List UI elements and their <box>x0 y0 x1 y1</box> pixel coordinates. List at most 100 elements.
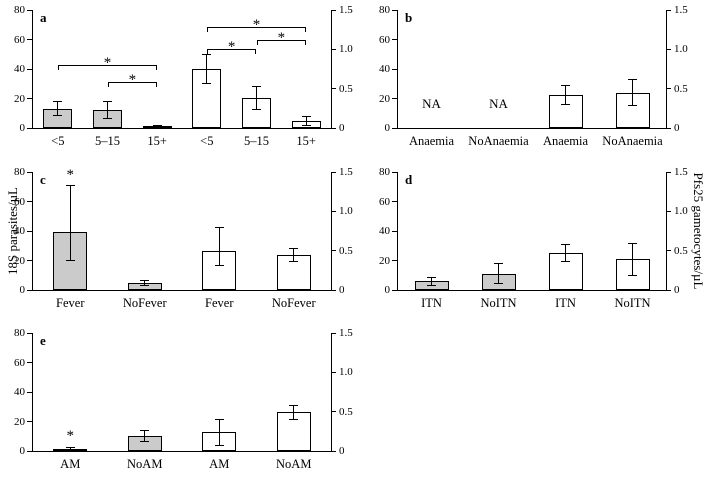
right-axis-tick-mark <box>331 88 336 90</box>
y-tick-label-left: 80 <box>14 166 25 178</box>
error-bar-cap <box>214 444 224 446</box>
panel-c: c 0 20 40 60 80 0 0.5 1.0 1.5 Fever NoFever Fever NoF… <box>14 166 353 310</box>
right-axis-tick-mark <box>331 48 336 50</box>
y-tick-label-left: 40 <box>379 225 390 237</box>
error-bar-line <box>565 244 566 262</box>
right-axis-tick-mark <box>331 289 336 291</box>
y-tick-label-left: 0 <box>19 445 26 457</box>
left-axis-tick-mark <box>392 68 397 70</box>
error-bar-line <box>144 279 146 286</box>
error-bar-line <box>218 227 220 266</box>
error-bar-cap <box>628 104 637 106</box>
left-axis-tick-mark <box>27 421 32 422</box>
error-bar-line <box>293 248 295 263</box>
error-bar-cap <box>214 264 224 266</box>
left-axis-tick-mark <box>27 332 32 334</box>
right-axis-tick-mark <box>331 171 336 173</box>
error-bar-cap <box>289 419 299 421</box>
error-bar-cap <box>494 283 503 285</box>
error-bar-cap <box>140 279 150 281</box>
y-tick-label-left: 40 <box>14 386 25 398</box>
error-bar-cap <box>628 79 637 81</box>
x-category-label: AM <box>60 457 81 471</box>
y-tick-label-right: 0 <box>339 284 345 296</box>
error-bar-line <box>632 242 633 276</box>
error-bar-cap <box>561 104 570 106</box>
error-bar-line <box>69 446 71 451</box>
panel-b: b 0 20 40 60 80 0 0.5 1.0 1.5 Anaemia NoAnaemia Anae… <box>379 5 688 148</box>
y-tick-label-right: 0.5 <box>339 244 353 257</box>
error-bar-cap <box>301 124 311 126</box>
left-axis-tick-mark <box>27 201 32 202</box>
error-bar <box>561 84 570 106</box>
panel-letter: b <box>405 10 413 25</box>
left-axis-tick-mark <box>27 362 32 363</box>
x-category-label: NoFever <box>122 296 167 310</box>
right-axis-tick-mark <box>331 127 336 129</box>
error-bar <box>140 430 150 443</box>
x-category-label: Anaemia <box>408 134 455 148</box>
y-tick-label-left: 20 <box>379 254 390 267</box>
y-tick-label-right: 1.5 <box>674 4 688 16</box>
x-category-label: NoITN <box>614 296 651 310</box>
asterisk: * <box>66 166 75 183</box>
significance-bracket <box>107 81 158 87</box>
left-axis-tick-mark <box>392 230 397 232</box>
error-bar-cap <box>252 86 261 88</box>
error-bar <box>301 116 311 126</box>
left-axis-tick-mark <box>27 230 32 232</box>
left-axis-tick-mark <box>27 260 32 261</box>
x-category-label: NoAnaemia <box>468 134 529 148</box>
error-bar <box>214 418 224 446</box>
left-axis-tick-mark <box>27 171 32 173</box>
error-bar-line <box>305 116 307 126</box>
y-tick-label-left: 20 <box>14 92 25 105</box>
y-tick-label-right: 0 <box>339 122 345 134</box>
x-category-label: ITN <box>421 296 442 310</box>
error-bar <box>140 279 150 286</box>
left-axis-tick-mark <box>392 127 397 129</box>
right-axis-tick-mark <box>666 171 671 173</box>
significance-bracket <box>206 49 257 55</box>
panel-e: e 0 20 40 60 80 0 0.5 1.0 1.5 AM NoAM AM NoAM * <box>14 328 353 471</box>
asterisk: * <box>128 71 137 88</box>
error-bar-cap <box>561 260 570 262</box>
y-tick-label-right: 0.5 <box>674 82 688 95</box>
error-bar <box>65 446 75 451</box>
error-bar <box>289 404 299 421</box>
error-bar <box>289 248 299 263</box>
right-axis-tick-mark <box>331 411 336 413</box>
error-bar-line <box>632 79 633 106</box>
y-tick-label-right: 1.0 <box>674 43 688 56</box>
error-bar <box>494 263 503 285</box>
error-bar-line <box>156 125 158 128</box>
right-axis-title: Pfs25 gametocytes/µL <box>691 172 706 290</box>
left-axis-tick-mark <box>27 39 32 40</box>
error-bar-line <box>144 430 146 443</box>
error-bar-cap <box>561 84 570 86</box>
error-bar-cap <box>289 404 299 406</box>
panel-letter: a <box>40 10 47 25</box>
x-category-label: 15+ <box>147 134 167 148</box>
error-bar-cap <box>152 125 162 127</box>
y-tick-label-left: 0 <box>19 284 26 296</box>
x-category-label: NoFever <box>271 296 316 310</box>
significance-bracket <box>206 27 307 33</box>
y-tick-label-right: 0 <box>674 122 680 134</box>
error-bar <box>214 227 224 266</box>
right-axis-tick-mark <box>666 48 671 50</box>
error-bar-line <box>57 101 59 117</box>
y-tick-label-left: 0 <box>384 122 391 134</box>
error-bar-cap <box>53 115 63 117</box>
left-axis-tick-mark <box>392 98 397 99</box>
y-tick-label-left: 60 <box>14 195 25 208</box>
right-axis-tick-mark <box>666 289 671 291</box>
y-tick-label-right: 1.5 <box>674 166 688 178</box>
error-bar <box>561 244 570 262</box>
error-bar-cap <box>289 248 299 250</box>
error-bar-cap <box>152 127 162 128</box>
left-axis-tick-mark <box>27 127 32 129</box>
error-bar <box>628 79 637 106</box>
error-bar-cap <box>140 430 150 432</box>
